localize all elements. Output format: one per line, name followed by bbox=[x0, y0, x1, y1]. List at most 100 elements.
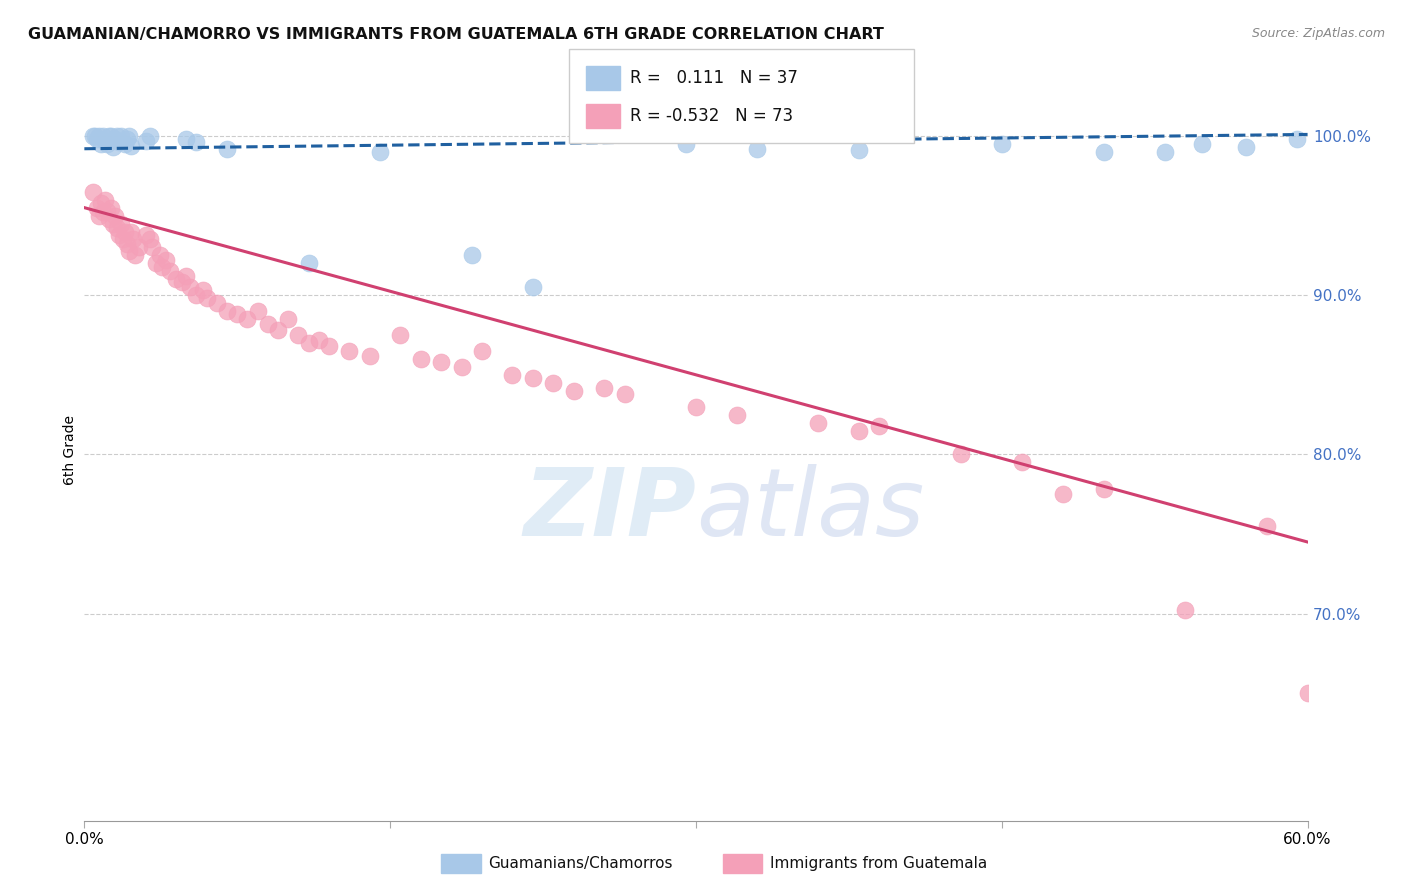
Point bbox=[155, 253, 177, 268]
Point bbox=[1092, 483, 1115, 497]
Point bbox=[186, 288, 208, 302]
Text: GUAMANIAN/CHAMORRO VS IMMIGRANTS FROM GUATEMALA 6TH GRADE CORRELATION CHART: GUAMANIAN/CHAMORRO VS IMMIGRANTS FROM GU… bbox=[28, 27, 884, 42]
Point bbox=[675, 136, 697, 151]
Point bbox=[1236, 140, 1258, 154]
Point bbox=[205, 296, 228, 310]
Point bbox=[135, 227, 157, 242]
Point bbox=[93, 193, 115, 207]
Point bbox=[83, 128, 105, 143]
Point bbox=[848, 144, 870, 158]
Point bbox=[150, 260, 173, 274]
Text: Guamanians/Chamorros: Guamanians/Chamorros bbox=[488, 856, 672, 871]
Point bbox=[149, 248, 172, 262]
Point bbox=[217, 304, 239, 318]
Point bbox=[118, 244, 141, 258]
Point bbox=[1092, 145, 1115, 159]
Point bbox=[522, 371, 544, 385]
Point bbox=[145, 256, 167, 270]
Point bbox=[120, 138, 142, 153]
Point bbox=[1052, 487, 1074, 501]
Point bbox=[86, 132, 108, 146]
Point bbox=[114, 136, 136, 151]
Point bbox=[409, 351, 432, 366]
Point bbox=[991, 136, 1014, 151]
Point bbox=[91, 205, 114, 219]
Point bbox=[165, 272, 187, 286]
Point bbox=[82, 128, 104, 143]
Point bbox=[101, 217, 124, 231]
Point bbox=[90, 195, 112, 210]
Point bbox=[186, 136, 208, 150]
Point bbox=[502, 368, 524, 382]
Point bbox=[191, 284, 214, 298]
Point bbox=[141, 240, 163, 254]
Point bbox=[93, 134, 115, 148]
Point bbox=[179, 280, 201, 294]
Point bbox=[100, 128, 122, 143]
Point bbox=[120, 225, 142, 239]
Point bbox=[101, 140, 124, 154]
Point bbox=[174, 269, 197, 284]
Point bbox=[1191, 136, 1213, 151]
Y-axis label: 6th Grade: 6th Grade bbox=[63, 416, 77, 485]
Point bbox=[368, 145, 391, 159]
Point bbox=[226, 307, 249, 321]
Point bbox=[543, 376, 565, 390]
Point bbox=[246, 304, 269, 318]
Point bbox=[96, 136, 118, 151]
Point bbox=[685, 400, 707, 414]
Point bbox=[105, 221, 128, 235]
Point bbox=[593, 380, 616, 394]
Point bbox=[267, 323, 290, 337]
Point bbox=[1296, 686, 1319, 700]
Point bbox=[118, 128, 141, 143]
Point bbox=[122, 232, 145, 246]
Point bbox=[287, 328, 309, 343]
Text: Source: ZipAtlas.com: Source: ZipAtlas.com bbox=[1251, 27, 1385, 40]
Point bbox=[257, 317, 280, 331]
Point bbox=[869, 418, 891, 433]
Point bbox=[562, 384, 585, 398]
Point bbox=[91, 128, 114, 143]
Point bbox=[1011, 455, 1033, 469]
Point bbox=[112, 232, 135, 246]
Point bbox=[135, 134, 157, 148]
Point bbox=[339, 343, 361, 358]
Point bbox=[195, 292, 218, 306]
Point bbox=[389, 328, 412, 343]
Point bbox=[97, 128, 120, 143]
Point bbox=[950, 447, 973, 461]
Point bbox=[110, 217, 132, 231]
Point bbox=[110, 128, 132, 143]
Point bbox=[461, 248, 484, 262]
Point bbox=[105, 128, 128, 143]
Point bbox=[128, 240, 150, 254]
Point bbox=[138, 232, 160, 246]
Point bbox=[277, 312, 299, 326]
Point bbox=[172, 276, 194, 290]
Point bbox=[174, 132, 197, 146]
Point bbox=[87, 128, 110, 143]
Point bbox=[159, 264, 181, 278]
Point bbox=[96, 203, 118, 218]
Point bbox=[1154, 145, 1177, 159]
Point bbox=[471, 343, 494, 358]
Point bbox=[138, 128, 160, 143]
Point bbox=[124, 248, 146, 262]
Point bbox=[725, 408, 748, 422]
Text: R = -0.532   N = 73: R = -0.532 N = 73 bbox=[630, 107, 793, 125]
Point bbox=[236, 312, 259, 326]
Point bbox=[108, 227, 131, 242]
Point bbox=[90, 136, 112, 151]
Point bbox=[359, 349, 381, 363]
Point bbox=[108, 136, 131, 150]
Point bbox=[217, 142, 239, 156]
Point bbox=[747, 142, 769, 156]
Point bbox=[807, 416, 830, 430]
Text: ZIP: ZIP bbox=[523, 464, 696, 556]
Point bbox=[82, 185, 104, 199]
Point bbox=[1256, 519, 1278, 533]
Point bbox=[430, 355, 453, 369]
Point bbox=[848, 424, 870, 438]
Point bbox=[522, 280, 544, 294]
